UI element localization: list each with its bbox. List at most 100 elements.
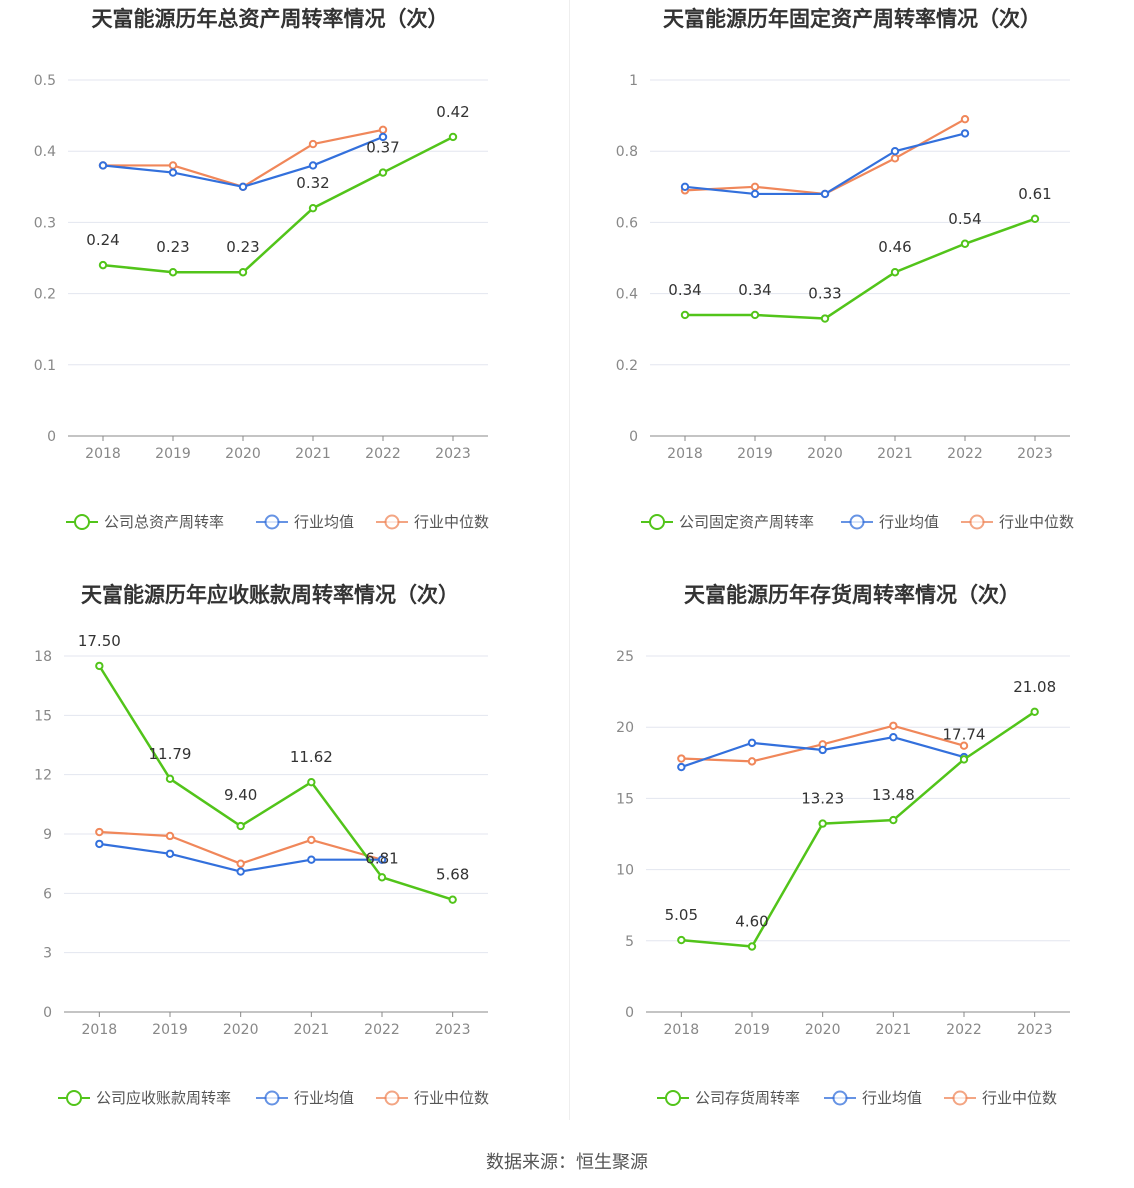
- data-point-median: [959, 741, 969, 750]
- data-point-average: [960, 129, 970, 138]
- legend-marker-icon: [384, 514, 400, 530]
- data-point-median: [236, 859, 245, 868]
- legend-item-average[interactable]: 行业均值: [824, 1089, 922, 1107]
- legend-label: 行业中位数: [414, 1089, 489, 1107]
- data-point-median: [747, 757, 757, 766]
- data-label: 5.68: [436, 866, 469, 884]
- y-tick-label: 10: [616, 863, 634, 879]
- y-tick-label: 15: [34, 708, 52, 724]
- legend-item-average[interactable]: 行业均值: [256, 513, 354, 531]
- data-point-average: [165, 849, 175, 858]
- series-line-company: [98, 665, 454, 901]
- series-line-median: [103, 128, 384, 188]
- x-tick-label: 2020: [223, 1022, 259, 1038]
- data-point-company: [818, 819, 827, 828]
- legend-item-median[interactable]: 行业中位数: [961, 513, 1074, 531]
- legend-item-company[interactable]: 公司存货周转率: [657, 1089, 800, 1107]
- data-point-company: [747, 942, 757, 951]
- legend-item-company[interactable]: 公司固定资产周转率: [641, 513, 814, 531]
- data-point-average: [377, 855, 387, 864]
- data-point-company: [677, 935, 686, 945]
- x-tick-label: 2023: [435, 446, 471, 462]
- x-tick-label: 2020: [225, 446, 261, 462]
- data-point-company: [378, 168, 388, 177]
- data-point-company: [448, 132, 458, 142]
- legend-item-company[interactable]: 公司应收账款周转率: [58, 1089, 231, 1107]
- data-label: 11.62: [290, 748, 333, 766]
- y-tick-label: 6: [43, 886, 52, 902]
- x-tick-label: 2019: [737, 446, 773, 462]
- data-point-average: [677, 762, 686, 772]
- legend-label: 行业中位数: [982, 1089, 1057, 1107]
- legend-label: 公司固定资产周转率: [679, 513, 814, 531]
- legend-label: 公司总资产周转率: [104, 513, 224, 531]
- data-point-average: [307, 855, 316, 864]
- legend-marker-icon: [74, 514, 90, 530]
- y-tick-label: 0.1: [34, 358, 56, 374]
- chart-title: 天富能源历年存货周转率情况（次）: [684, 583, 1020, 607]
- legend-marker-icon: [649, 514, 665, 530]
- data-point-average: [750, 189, 760, 199]
- x-tick-label: 2022: [364, 1022, 400, 1038]
- x-tick-label: 2019: [152, 1022, 188, 1038]
- data-point-company: [98, 260, 108, 270]
- legend-marker-icon: [665, 1090, 681, 1106]
- legend-label: 行业均值: [879, 513, 939, 531]
- data-label: 0.54: [948, 210, 981, 228]
- data-point-median: [890, 154, 900, 163]
- data-point-median: [95, 827, 104, 837]
- data-point-company: [890, 268, 900, 277]
- legend-item-average[interactable]: 行业均值: [841, 513, 939, 531]
- data-label: 0.32: [296, 174, 329, 192]
- data-point-average: [236, 867, 245, 876]
- y-tick-label: 25: [616, 649, 634, 665]
- chart-total-asset-turnover: 天富能源历年总资产周转率情况（次） 0 0.1 0.2 0.3 0.4 0.5 2018 201…: [0, 0, 567, 570]
- y-tick-label: 1: [629, 73, 638, 89]
- legend-label: 行业中位数: [414, 513, 489, 531]
- x-tick-label: 2018: [85, 446, 121, 462]
- data-point-average: [747, 738, 757, 748]
- data-point-company: [308, 203, 318, 213]
- chart-svg: 天富能源历年应收账款周转率情况（次） 0 3 6 9 12 15 18 2018 2019 2020…: [34, 583, 489, 1107]
- y-tick-label: 0.3: [34, 215, 56, 231]
- series-line-average: [102, 135, 384, 188]
- legend-item-median[interactable]: 行业中位数: [944, 1089, 1057, 1107]
- legend-label: 行业均值: [294, 1089, 354, 1107]
- data-point-average: [168, 168, 178, 177]
- data-point-median: [308, 139, 318, 149]
- chart-receivables-turnover: 天富能源历年应收账款周转率情况（次） 0 3 6 9 12 15 18 2018 2019 2020…: [0, 576, 567, 1146]
- x-tick-label: 2023: [435, 1022, 471, 1038]
- chart-title: 天富能源历年总资产周转率情况（次）: [92, 7, 449, 31]
- data-label: 4.60: [735, 912, 768, 930]
- x-tick-label: 2021: [877, 446, 913, 462]
- data-label: 13.23: [801, 790, 844, 808]
- data-point-company: [680, 310, 690, 320]
- legend-label: 公司存货周转率: [695, 1089, 800, 1107]
- x-tick-label: 2018: [664, 1022, 700, 1038]
- y-tick-label: 0: [629, 429, 638, 445]
- data-label: 0.23: [156, 238, 189, 256]
- legend-label: 公司应收账款周转率: [96, 1089, 231, 1107]
- data-point-company: [448, 895, 457, 904]
- x-tick-label: 2022: [946, 1022, 982, 1038]
- data-label: 13.48: [872, 786, 915, 804]
- chart-title: 天富能源历年应收账款周转率情况（次）: [81, 583, 459, 607]
- y-tick-label: 0.2: [616, 358, 638, 374]
- data-point-median: [307, 835, 316, 845]
- data-point-company: [307, 777, 316, 787]
- panel-divider: [569, 0, 570, 1120]
- y-tick-label: 0.6: [616, 215, 638, 231]
- data-label: 11.79: [149, 745, 192, 763]
- legend-item-median[interactable]: 行业中位数: [376, 1089, 489, 1107]
- legend-item-company[interactable]: 公司总资产周转率: [66, 513, 224, 531]
- data-label: 0.34: [738, 281, 771, 299]
- legend-item-median[interactable]: 行业中位数: [376, 513, 489, 531]
- x-tick-label: 2021: [294, 1022, 330, 1038]
- data-point-median: [889, 721, 898, 730]
- data-point-company: [960, 239, 970, 248]
- data-point-average: [818, 745, 827, 755]
- legend-marker-icon: [264, 1090, 280, 1106]
- data-point-median: [750, 182, 760, 192]
- legend-item-average[interactable]: 行业均值: [256, 1089, 354, 1107]
- data-label: 0.42: [436, 103, 469, 121]
